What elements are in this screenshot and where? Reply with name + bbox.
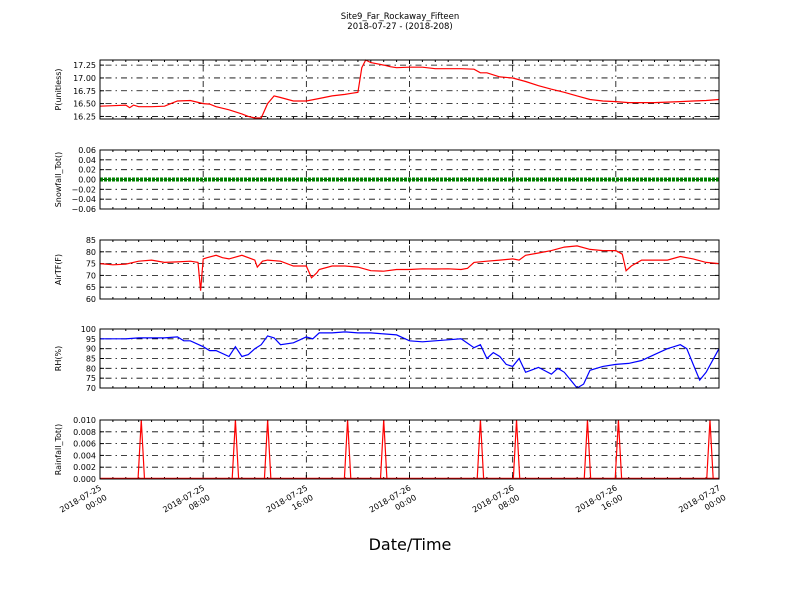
y-tick-label: 0.06 — [78, 146, 96, 155]
x-axis-label: Date/Time — [369, 535, 452, 554]
panel-frame — [99, 239, 720, 300]
panel-rain: 0.000 0.002 0.004 0.006 0.008 0.010 Rainfall_T… — [54, 416, 720, 484]
y-tick-label: 85 — [86, 355, 96, 364]
panel-frame — [99, 59, 720, 120]
y-tick-label: 75 — [86, 260, 96, 269]
rain-spike — [476, 419, 485, 480]
y-tick-label: 70 — [86, 271, 96, 280]
y-tick-label: 0.008 — [73, 428, 96, 437]
panel-frame — [99, 328, 720, 389]
y-tick-label: 16.25 — [73, 112, 96, 121]
y-axis-label: RH(%) — [54, 346, 63, 371]
y-tick-label: 0.004 — [73, 451, 96, 460]
y-tick-label: 16.50 — [73, 100, 96, 109]
y-tick-label: 80 — [86, 364, 96, 373]
panel-snow: −0.06−0.04−0.020.000.020.040.06 Snowfall_… — [54, 146, 720, 214]
panel-air: 60 65 70 75 80 85 AirTF(F) — [54, 236, 720, 304]
y-tick-label: 60 — [86, 295, 96, 304]
y-tick-label: 70 — [86, 384, 96, 393]
y-tick-label: 0.000 — [73, 475, 96, 484]
y-tick-label: 85 — [86, 236, 96, 245]
panel-frame — [99, 419, 720, 480]
rain-spike — [706, 419, 714, 480]
panels-group: 16.25 16.50 16.75 17.00 17.25 P(unitless) −0.0… — [54, 59, 720, 484]
y-tick-label: 100 — [81, 325, 96, 334]
chart-title: Site9_Far_Rockaway_Fifteen — [341, 12, 460, 22]
y-tick-label: 95 — [86, 335, 96, 344]
y-tick-label: −0.02 — [71, 185, 96, 194]
rain-spike — [343, 419, 352, 480]
y-tick-label: 17.25 — [73, 61, 96, 70]
y-axis-label: Rainfall_Tot() — [54, 424, 63, 476]
panel-p: 16.25 16.50 16.75 17.00 17.25 P(unitless) — [54, 59, 720, 121]
y-tick-label: 75 — [86, 374, 96, 383]
panel-frame — [99, 149, 720, 210]
rain-spike — [512, 419, 521, 480]
y-tick-label: 65 — [86, 283, 96, 292]
y-axis-label: P(unitless) — [54, 68, 63, 110]
rain-spike — [231, 419, 240, 480]
y-axis-label: AirTF(F) — [54, 254, 63, 285]
y-tick-label: 90 — [86, 345, 96, 354]
y-axis-label: Snowfall_Tot() — [54, 152, 63, 208]
y-tick-label: 0.02 — [78, 166, 96, 175]
y-tick-label: 17.00 — [73, 74, 96, 83]
rain-spike — [137, 419, 146, 480]
y-tick-label: 0.002 — [73, 463, 96, 472]
y-tick-label: 0.00 — [78, 176, 96, 185]
chart-subtitle: 2018-07-27 - (2018-208) — [347, 22, 452, 32]
y-tick-label: 0.006 — [73, 440, 96, 449]
rain-spike — [583, 419, 592, 480]
air-series-line — [99, 245, 720, 291]
y-tick-label: 80 — [86, 248, 96, 257]
y-tick-label: 0.010 — [73, 416, 96, 425]
y-tick-label: −0.06 — [71, 205, 96, 214]
y-tick-label: 0.04 — [78, 156, 96, 165]
rain-spike — [379, 419, 388, 480]
y-tick-label: 16.75 — [73, 87, 96, 96]
rain-spike — [263, 419, 272, 480]
y-tick-label: −0.04 — [71, 195, 96, 204]
rh-series-line — [100, 331, 720, 389]
